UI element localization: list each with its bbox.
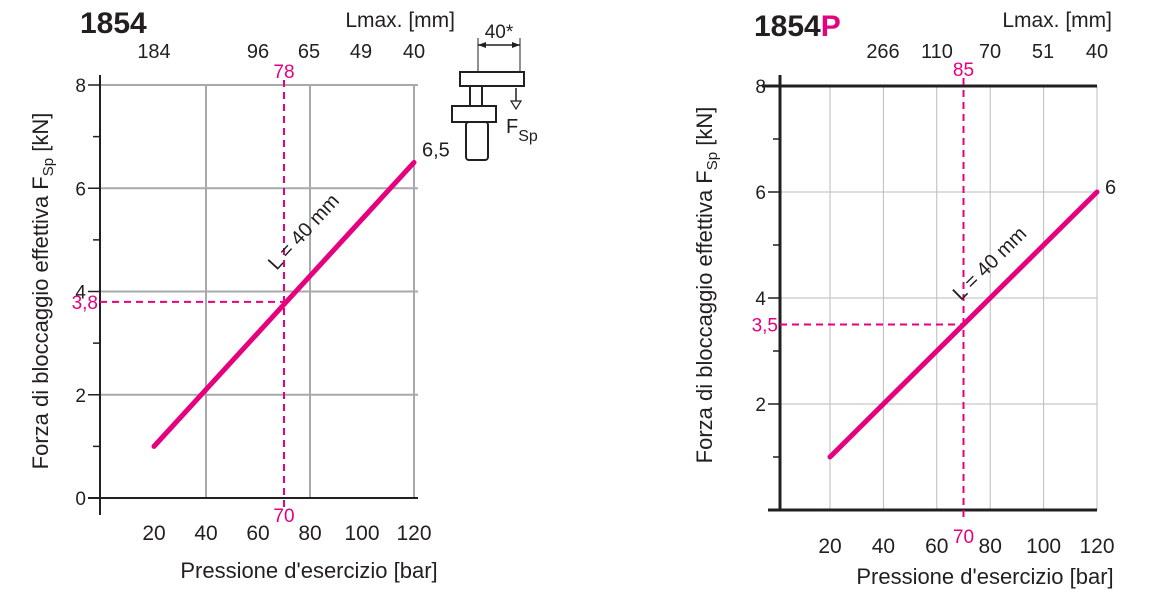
chart1-top-tick-label-40: 40 xyxy=(403,41,425,63)
chart1-x-tick-label-120: 120 xyxy=(396,522,431,545)
chart1-x-tick-label-40: 40 xyxy=(194,522,217,545)
chart2-y-tick-label-4: 4 xyxy=(755,289,766,310)
force-label: FSp xyxy=(506,116,538,145)
chart2-title: 1854P xyxy=(754,10,841,43)
chart2-top-tick-label-51: 51 xyxy=(1032,41,1054,63)
dimension-arrow-right xyxy=(512,42,520,48)
chart2-top-axis-label: Lmax. [mm] xyxy=(1002,9,1112,32)
chart2-end-value-label: 6 xyxy=(1105,177,1116,199)
chart1-y-axis-label-sub: Sp xyxy=(40,158,57,176)
chart1-y-tick-label-0: 0 xyxy=(75,489,86,510)
chart1-y-axis-label: Forza di bloccaggio effettiva FSp [kN] xyxy=(28,113,57,470)
chart1-top-tick-label-184: 184 xyxy=(137,41,170,63)
clamp-piston xyxy=(469,85,483,107)
chart1-marker-top-label: 78 xyxy=(273,62,294,83)
clamp-flange xyxy=(451,105,497,123)
chart2-x-tick-label-20: 20 xyxy=(818,535,841,558)
chart2-x-tick-label-40: 40 xyxy=(872,535,895,558)
force-arrow-head xyxy=(509,100,523,111)
chart-1854p: 2 4 6 8 20 40 60 80 100 120 266 110 70 51 40 Lmax. [mm]… xyxy=(692,9,1116,589)
chart1-y-axis-label-unit: [kN] xyxy=(28,113,53,158)
chart2-x-tick-label-60: 60 xyxy=(925,535,948,558)
chart2-y-axis-label: Forza di bloccaggio effettiva FSp [kN] xyxy=(692,107,721,464)
chart1-top-tick-label-65: 65 xyxy=(298,41,320,63)
chart1-end-value-label: 6,5 xyxy=(422,139,450,161)
chart2-title-main: 1854 xyxy=(754,10,821,43)
clamp-arm xyxy=(459,71,525,87)
chart1-y-tick-label-8: 8 xyxy=(75,76,86,97)
chart2-marker-x-label: 70 xyxy=(953,527,974,548)
chart1-series-line xyxy=(151,159,417,449)
chart1-top-tick-label-49: 49 xyxy=(350,41,372,63)
chart1-x-tick-label-100: 100 xyxy=(344,522,379,545)
chart2-top-tick-label-266: 266 xyxy=(866,41,899,63)
chart1-x-axis-label: Pressione d'esercizio [bar] xyxy=(180,558,437,583)
chart1-title: 1854 xyxy=(80,7,147,40)
chart1-x-tick-label-80: 80 xyxy=(298,522,321,545)
chart2-marker-top-label: 85 xyxy=(953,60,974,81)
chart1-series-label: L = 40 mm xyxy=(264,190,344,274)
chart2-series-line xyxy=(827,189,1100,460)
chart2-y-axis-label-main: Forza di bloccaggio effettiva F xyxy=(692,170,717,463)
chart2-y-tick-label-8: 8 xyxy=(755,77,766,98)
chart1-y-axis-label-main: Forza di bloccaggio effettiva F xyxy=(28,176,53,469)
force-label-sub: Sp xyxy=(518,128,538,145)
chart2-title-suffix: P xyxy=(821,10,841,43)
clamp-body xyxy=(465,121,489,161)
chart1-y-tick-label-6: 6 xyxy=(75,179,86,200)
clamp-diagram: 40* FSp xyxy=(451,22,538,161)
chart1-x-tick-label-20: 20 xyxy=(142,522,165,545)
chart2-x-axis-label: Pressione d'esercizio [bar] xyxy=(856,564,1113,589)
chart1-y-tick-label-4: 4 xyxy=(75,283,86,304)
chart2-top-tick-label-110: 110 xyxy=(921,41,953,63)
chart1-title-main: 1854 xyxy=(80,7,147,40)
chart2-top-tick-label-40: 40 xyxy=(1086,41,1108,63)
chart2-top-tick-label-70: 70 xyxy=(979,41,1001,63)
force-label-main: F xyxy=(506,116,518,138)
chart2-x-tick-label-100: 100 xyxy=(1026,535,1061,558)
chart1-y-tick-label-2: 2 xyxy=(75,386,86,407)
dimension-arrow-left xyxy=(478,42,486,48)
chart1-top-axis-label: Lmax. [mm] xyxy=(345,9,455,32)
chart2-y-tick-label-6: 6 xyxy=(755,183,766,204)
chart2-marker-y-label: 3,5 xyxy=(752,316,778,337)
chart1-top-tick-label-96: 96 xyxy=(247,41,269,63)
chart2-y-axis-label-unit: [kN] xyxy=(692,107,717,152)
chart1-marker-x-label: 70 xyxy=(273,506,294,527)
chart1-x-tick-label-60: 60 xyxy=(246,522,269,545)
dimension-label: 40* xyxy=(485,22,514,43)
chart2-y-tick-label-2: 2 xyxy=(755,395,766,416)
chart-1854: 0 2 4 6 8 20 40 60 80 100 120 184 96 65 49 40 Lmax. [mm]… xyxy=(28,7,538,583)
chart2-y-axis-label-sub: Sp xyxy=(704,152,721,170)
chart2-x-tick-label-120: 120 xyxy=(1079,535,1114,558)
chart2-x-tick-label-80: 80 xyxy=(979,535,1002,558)
chart1-marker-y-label: 3,8 xyxy=(72,293,98,314)
